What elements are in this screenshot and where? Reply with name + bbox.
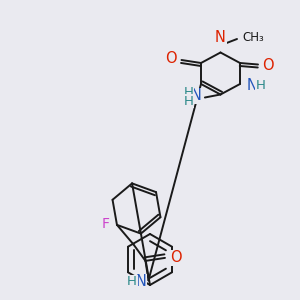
Text: N: N — [136, 274, 146, 290]
Text: H: H — [184, 86, 194, 100]
Text: N: N — [247, 78, 257, 93]
Text: N: N — [215, 30, 226, 45]
Text: O: O — [170, 250, 182, 266]
Text: H: H — [184, 94, 194, 108]
Text: CH₃: CH₃ — [242, 31, 264, 44]
Text: O: O — [165, 51, 177, 66]
Text: O: O — [262, 58, 274, 73]
Text: H: H — [256, 79, 266, 92]
Text: H: H — [127, 275, 137, 288]
Text: N: N — [190, 88, 201, 104]
Text: F: F — [101, 217, 110, 231]
